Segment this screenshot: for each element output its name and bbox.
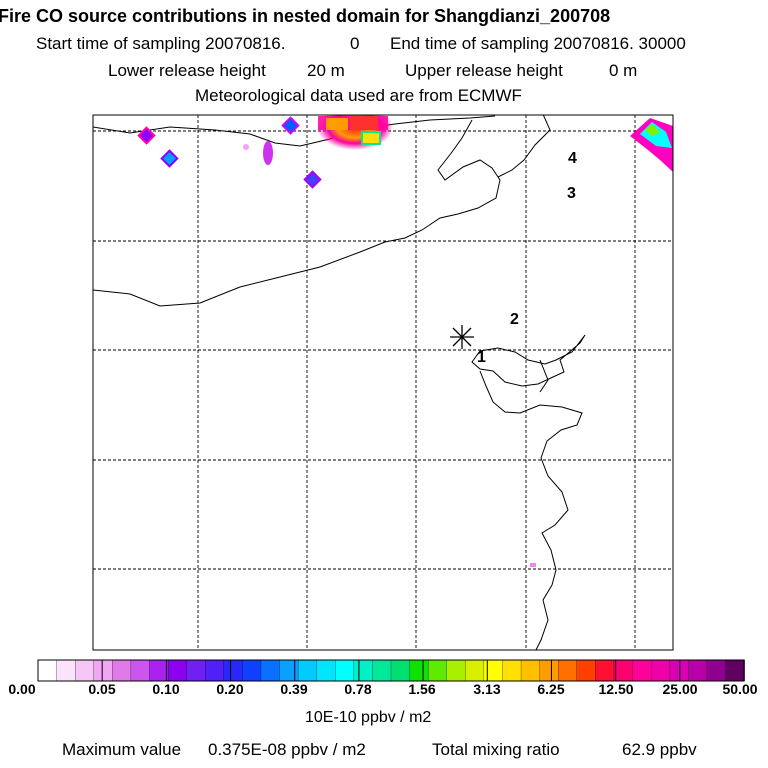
total-mixing-value: 62.9 ppbv <box>622 740 697 759</box>
plume-cell <box>361 131 381 145</box>
border-line <box>497 115 551 178</box>
legend-color-swatch <box>149 659 169 682</box>
legend-color-swatch <box>335 659 355 682</box>
legend-color-swatch <box>37 659 58 682</box>
legend-color-swatch <box>632 659 652 682</box>
legend-color-swatch <box>613 659 634 682</box>
legend-color-swatch <box>688 659 708 682</box>
map-area <box>93 115 673 650</box>
legend-color-swatch <box>372 659 392 682</box>
color-legend-bar <box>37 659 745 682</box>
release-marker-3: 3 <box>567 185 576 202</box>
upper-release-label: Upper release height <box>405 61 563 80</box>
legend-label: 0.39 <box>280 681 308 697</box>
release-marker-4: 4 <box>568 150 577 167</box>
release-marker-2: 2 <box>510 311 519 328</box>
legend-label: 25.00 <box>662 681 698 697</box>
legend-color-swatch <box>112 659 132 682</box>
legend-color-swatch <box>353 659 374 682</box>
plume-cell <box>137 126 156 145</box>
legend-color-swatch <box>297 659 318 682</box>
legend-label: 3.13 <box>473 681 501 697</box>
legend-major-ticks <box>37 660 745 681</box>
legend-label: 12.50 <box>598 681 634 697</box>
map-title: Fire CO source contributions in nested d… <box>0 6 611 26</box>
release-site-marker <box>450 325 474 349</box>
legend-color-swatch <box>186 659 206 682</box>
legend-label: 6.25 <box>537 681 565 697</box>
fire-co-plumes <box>137 115 673 567</box>
legend-color-swatch <box>56 659 76 682</box>
map-frame <box>92 114 674 651</box>
plume-cell <box>350 116 378 130</box>
plume-cell <box>326 118 348 130</box>
legend-label: 0.78 <box>344 681 372 697</box>
coast-segment <box>539 359 549 393</box>
plume-cell <box>243 144 249 150</box>
legend-color-swatch <box>669 659 690 682</box>
legend-color-swatch <box>205 659 225 682</box>
legend-color-swatch <box>130 659 151 682</box>
boundaries <box>93 115 586 650</box>
legend-color-swatch <box>483 659 504 682</box>
legend-label: 0.05 <box>88 681 116 697</box>
plume-cell <box>263 141 273 165</box>
legend-label: 1.56 <box>408 681 436 697</box>
legend-color-swatch <box>390 659 411 682</box>
legend-label: 0.10 <box>152 681 180 697</box>
lat-lon-grid <box>93 115 673 650</box>
legend-color-swatch <box>520 659 541 682</box>
legend-label: 50.00 <box>722 681 758 697</box>
legend-color-swatch <box>539 659 559 682</box>
legend-color-swatch <box>706 659 727 682</box>
plume-cell <box>645 124 660 136</box>
legend-color-swatch <box>75 659 95 682</box>
legend-label: 0.20 <box>216 681 244 697</box>
start-time-label: Start time of sampling 20070816. <box>36 34 286 53</box>
legend-color-swatch <box>576 659 597 682</box>
start-time-value: 0 <box>350 34 360 53</box>
legend-color-swatch <box>595 659 615 682</box>
legend-color-swatch <box>428 659 448 682</box>
legend-color-swatch <box>725 659 745 682</box>
northern-border <box>93 115 496 147</box>
legend-color-swatch <box>279 659 299 682</box>
legend-color-swatch <box>650 659 671 682</box>
legend-color-swatch <box>167 659 188 682</box>
release-marker-1: 1 <box>477 349 486 366</box>
legend-color-swatch <box>502 659 522 682</box>
legend-color-swatch <box>223 659 244 682</box>
legend-color-swatch <box>446 659 467 682</box>
legend-color-swatch <box>242 659 262 682</box>
total-mixing-label: Total mixing ratio <box>432 740 560 759</box>
legend-label: 0.00 <box>8 681 36 697</box>
upper-release-value: 0 m <box>609 61 638 80</box>
legend-color-swatch <box>465 659 485 682</box>
plume-cell <box>160 149 179 168</box>
lower-release-value: 20 m <box>307 61 345 80</box>
plume-cell <box>281 116 300 135</box>
met-data-line: Meteorological data used are from ECMWF <box>195 86 522 105</box>
legend-color-swatch <box>93 659 114 682</box>
legend-color-swatch <box>260 659 281 682</box>
bay-coast <box>471 334 586 387</box>
coastline <box>479 370 583 650</box>
lower-release-label: Lower release height <box>108 61 266 80</box>
max-value-label: Maximum value <box>62 740 182 759</box>
province-border <box>93 119 501 307</box>
end-time-label: End time of sampling 20070816. 30000 <box>390 34 686 53</box>
plume-cell <box>303 170 322 189</box>
legend-units: 10E-10 ppbv / m2 <box>305 709 432 726</box>
legend-color-swatch <box>558 659 578 682</box>
plume-cell <box>530 563 536 567</box>
legend-color-swatch <box>409 659 429 682</box>
max-value: 0.375E-08 ppbv / m2 <box>208 740 366 759</box>
legend-color-swatch <box>316 659 337 682</box>
